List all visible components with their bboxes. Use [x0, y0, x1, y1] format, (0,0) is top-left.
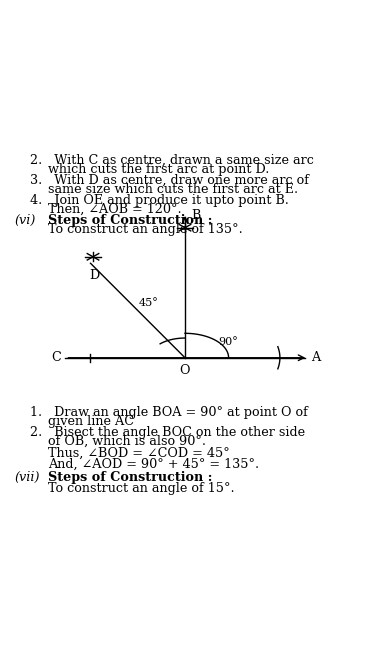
- Text: Then, ∠AOB = 120°.: Then, ∠AOB = 120°.: [48, 203, 182, 216]
- Text: And, ∠AOD = 90° + 45° = 135°.: And, ∠AOD = 90° + 45° = 135°.: [48, 457, 259, 471]
- Text: 3.   With D as centre, draw one more arc of: 3. With D as centre, draw one more arc o…: [30, 174, 309, 187]
- Text: same size which cuts the first arc at E.: same size which cuts the first arc at E.: [48, 183, 298, 196]
- Text: To construct an angle of 135°.: To construct an angle of 135°.: [48, 223, 243, 236]
- Text: Steps of Construction :: Steps of Construction :: [48, 471, 212, 484]
- Text: (vii): (vii): [15, 471, 40, 484]
- Text: 45°: 45°: [139, 298, 158, 308]
- Text: (vi): (vi): [15, 214, 36, 227]
- Text: O: O: [180, 364, 190, 378]
- Text: 1.   Draw an angle BOA = 90° at point O of: 1. Draw an angle BOA = 90° at point O of: [30, 406, 307, 419]
- Text: Steps of Construction :: Steps of Construction :: [48, 214, 212, 227]
- Text: 4.   Join OE and produce it upto point B.: 4. Join OE and produce it upto point B.: [30, 194, 289, 207]
- Text: of OB, which is also 90°.: of OB, which is also 90°.: [48, 435, 206, 447]
- Text: Thus, ∠BOD = ∠COD = 45°: Thus, ∠BOD = ∠COD = 45°: [48, 447, 230, 459]
- Text: C: C: [51, 351, 61, 364]
- Text: 90°: 90°: [219, 337, 239, 347]
- Text: A: A: [311, 351, 320, 364]
- Text: To construct an angle of 15°.: To construct an angle of 15°.: [48, 482, 235, 496]
- Text: given line AC: given line AC: [48, 414, 134, 428]
- Text: 2.   With C as centre, drawn a same size arc: 2. With C as centre, drawn a same size a…: [30, 154, 313, 167]
- Text: which cuts the first arc at point D.: which cuts the first arc at point D.: [48, 163, 269, 176]
- Text: B: B: [192, 209, 201, 222]
- Text: 2.   Bisect the angle BOC on the other side: 2. Bisect the angle BOC on the other sid…: [30, 426, 305, 439]
- Text: D: D: [89, 269, 100, 282]
